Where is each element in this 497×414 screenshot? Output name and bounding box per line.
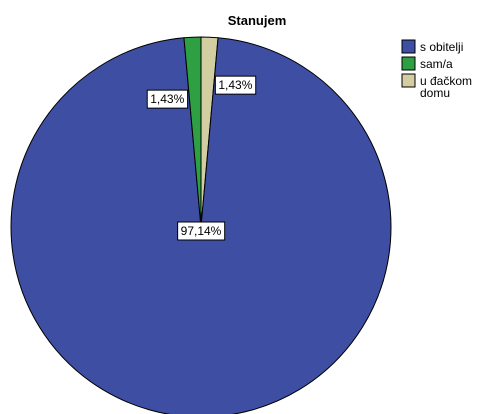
- legend-item-sam-a: sam/a: [401, 56, 453, 71]
- slice-s-obitelji: [10, 37, 392, 414]
- data-label-u-dackom-domu: 1,43%: [214, 75, 257, 95]
- legend-label: sam/a: [420, 57, 453, 71]
- data-label-text: 1,43%: [150, 92, 184, 106]
- legend-label: s obitelji: [420, 40, 463, 54]
- legend-label: domu: [420, 86, 450, 100]
- legend-swatch: [401, 39, 416, 54]
- data-label-box: [177, 221, 226, 241]
- slice-sam-a: [183, 36, 202, 228]
- chart-title: Stanujem: [228, 13, 287, 28]
- data-labels: 97,14% 1,43% 1,43%: [146, 75, 257, 241]
- legend-item-s-obitelji: s obitelji: [401, 39, 463, 54]
- data-label-box: [146, 89, 189, 109]
- legend-label: u đačkom: [420, 74, 472, 88]
- data-label-s-obitelji: 97,14%: [177, 221, 226, 241]
- data-label-text: 1,43%: [218, 78, 252, 92]
- legend-swatch: [401, 56, 416, 71]
- legend-swatch: [401, 73, 416, 88]
- data-label-text: 97,14%: [181, 224, 222, 238]
- data-label-box: [214, 75, 257, 95]
- pie-slices: [10, 36, 392, 414]
- data-label-sam-a: 1,43%: [146, 89, 189, 109]
